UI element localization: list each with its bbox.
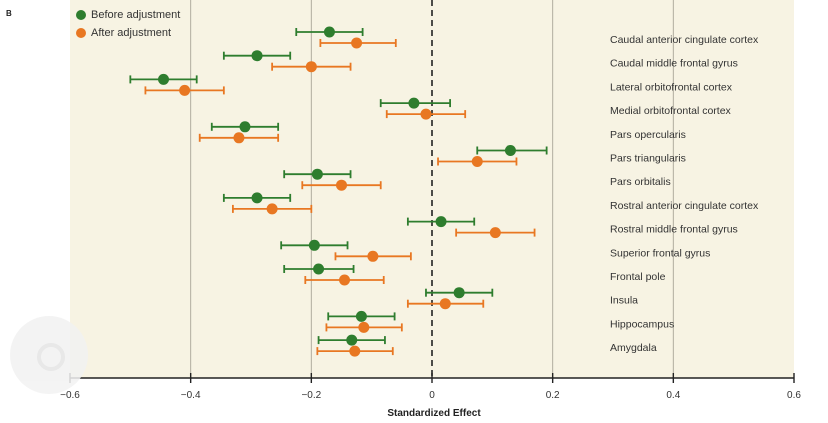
point-estimate [339,274,351,286]
data-point-group [476,145,548,156]
watermark [10,316,88,394]
category-label: Insula [610,295,638,307]
legend: Before adjustment After adjustment [76,6,180,42]
point-estimate [420,108,432,120]
legend-item-before: Before adjustment [76,6,180,24]
data-point-group [271,61,352,73]
data-point-group [319,37,397,49]
point-estimate [367,250,379,262]
category-label: Lateral orbitofrontal cortex [610,81,733,93]
data-point-group [295,26,364,38]
data-point-group [316,345,394,357]
x-tick-label: −0.4 [181,390,201,401]
point-estimate [239,121,251,133]
data-point-group [280,239,349,251]
point-estimate [471,156,483,167]
data-rows [129,26,548,357]
point-estimate [323,26,335,38]
point-estimate [305,61,317,73]
data-point-group [327,310,396,322]
legend-item-after: After adjustment [76,24,180,42]
legend-marker-after [76,28,86,38]
category-labels: Caudal anterior cingulate cortex Caudal m… [610,34,759,354]
x-tick-label: 0.4 [666,390,680,401]
data-point-group [406,298,485,310]
data-point-group [144,84,225,96]
x-tick-label: 0 [429,390,435,401]
x-tick-label: −0.2 [301,390,321,401]
point-estimate [233,132,245,144]
data-point-group [455,227,536,239]
point-estimate [179,84,191,96]
data-point-group [129,73,198,85]
data-point-group [304,274,385,286]
point-estimate [158,73,170,85]
data-point-group [231,203,313,215]
point-estimate [435,216,447,228]
point-estimate [251,192,263,204]
category-label: Pars triangularis [610,153,686,165]
point-estimate [408,97,420,109]
x-axis-title: Standardized Effect [387,408,481,419]
point-estimate [439,298,451,310]
category-label: Caudal anterior cingulate cortex [610,34,759,46]
point-estimate [266,203,278,215]
data-point-group [222,50,292,62]
point-estimate [336,179,347,191]
category-label: Frontal pole [610,271,666,283]
data-point-group [301,179,382,191]
category-label: Pars orbitalis [610,176,671,188]
data-point-group [334,250,412,262]
data-point-group [283,168,352,180]
point-estimate [346,334,358,346]
point-estimate [358,321,370,333]
data-point-group [283,263,355,275]
point-estimate [504,145,516,156]
data-point-group [406,216,476,228]
point-estimate [251,50,263,62]
panel-label: B [6,9,12,18]
data-point-group [198,132,280,144]
category-label: Rostral anterior cingulate cortex [610,200,759,212]
point-estimate [489,227,501,239]
x-tick-label: −0.6 [60,390,80,401]
data-point-group [325,321,403,333]
point-estimate [453,287,465,299]
legend-label-after: After adjustment [91,27,172,39]
point-estimate [313,263,325,275]
data-point-group [317,334,386,346]
data-point-group [437,156,518,167]
category-label: Caudal middle frontal gyrus [610,58,738,70]
x-axis: −0.6 −0.4 −0.2 0 0.2 0.4 0.6 [60,373,801,401]
category-label: Superior frontal gyrus [610,247,710,259]
data-point-group [222,192,292,204]
data-point-group [385,108,467,120]
point-estimate [355,310,367,322]
legend-label-before: Before adjustment [91,9,181,21]
point-estimate [351,37,363,49]
category-label: Pars opercularis [610,129,686,141]
point-estimate [308,239,320,251]
x-tick-label: 0.2 [546,390,560,401]
point-estimate [349,345,361,357]
point-estimate [311,168,323,180]
data-point-group [379,97,452,109]
category-label: Rostral middle frontal gyrus [610,224,738,236]
data-point-group [425,287,494,299]
data-point-group [210,121,280,133]
x-tick-label: 0.6 [787,390,801,401]
category-label: Amygdala [610,342,657,354]
category-label: Medial orbitofrontal cortex [610,105,732,117]
category-label: Hippocampus [610,318,674,330]
legend-marker-before [76,10,86,20]
